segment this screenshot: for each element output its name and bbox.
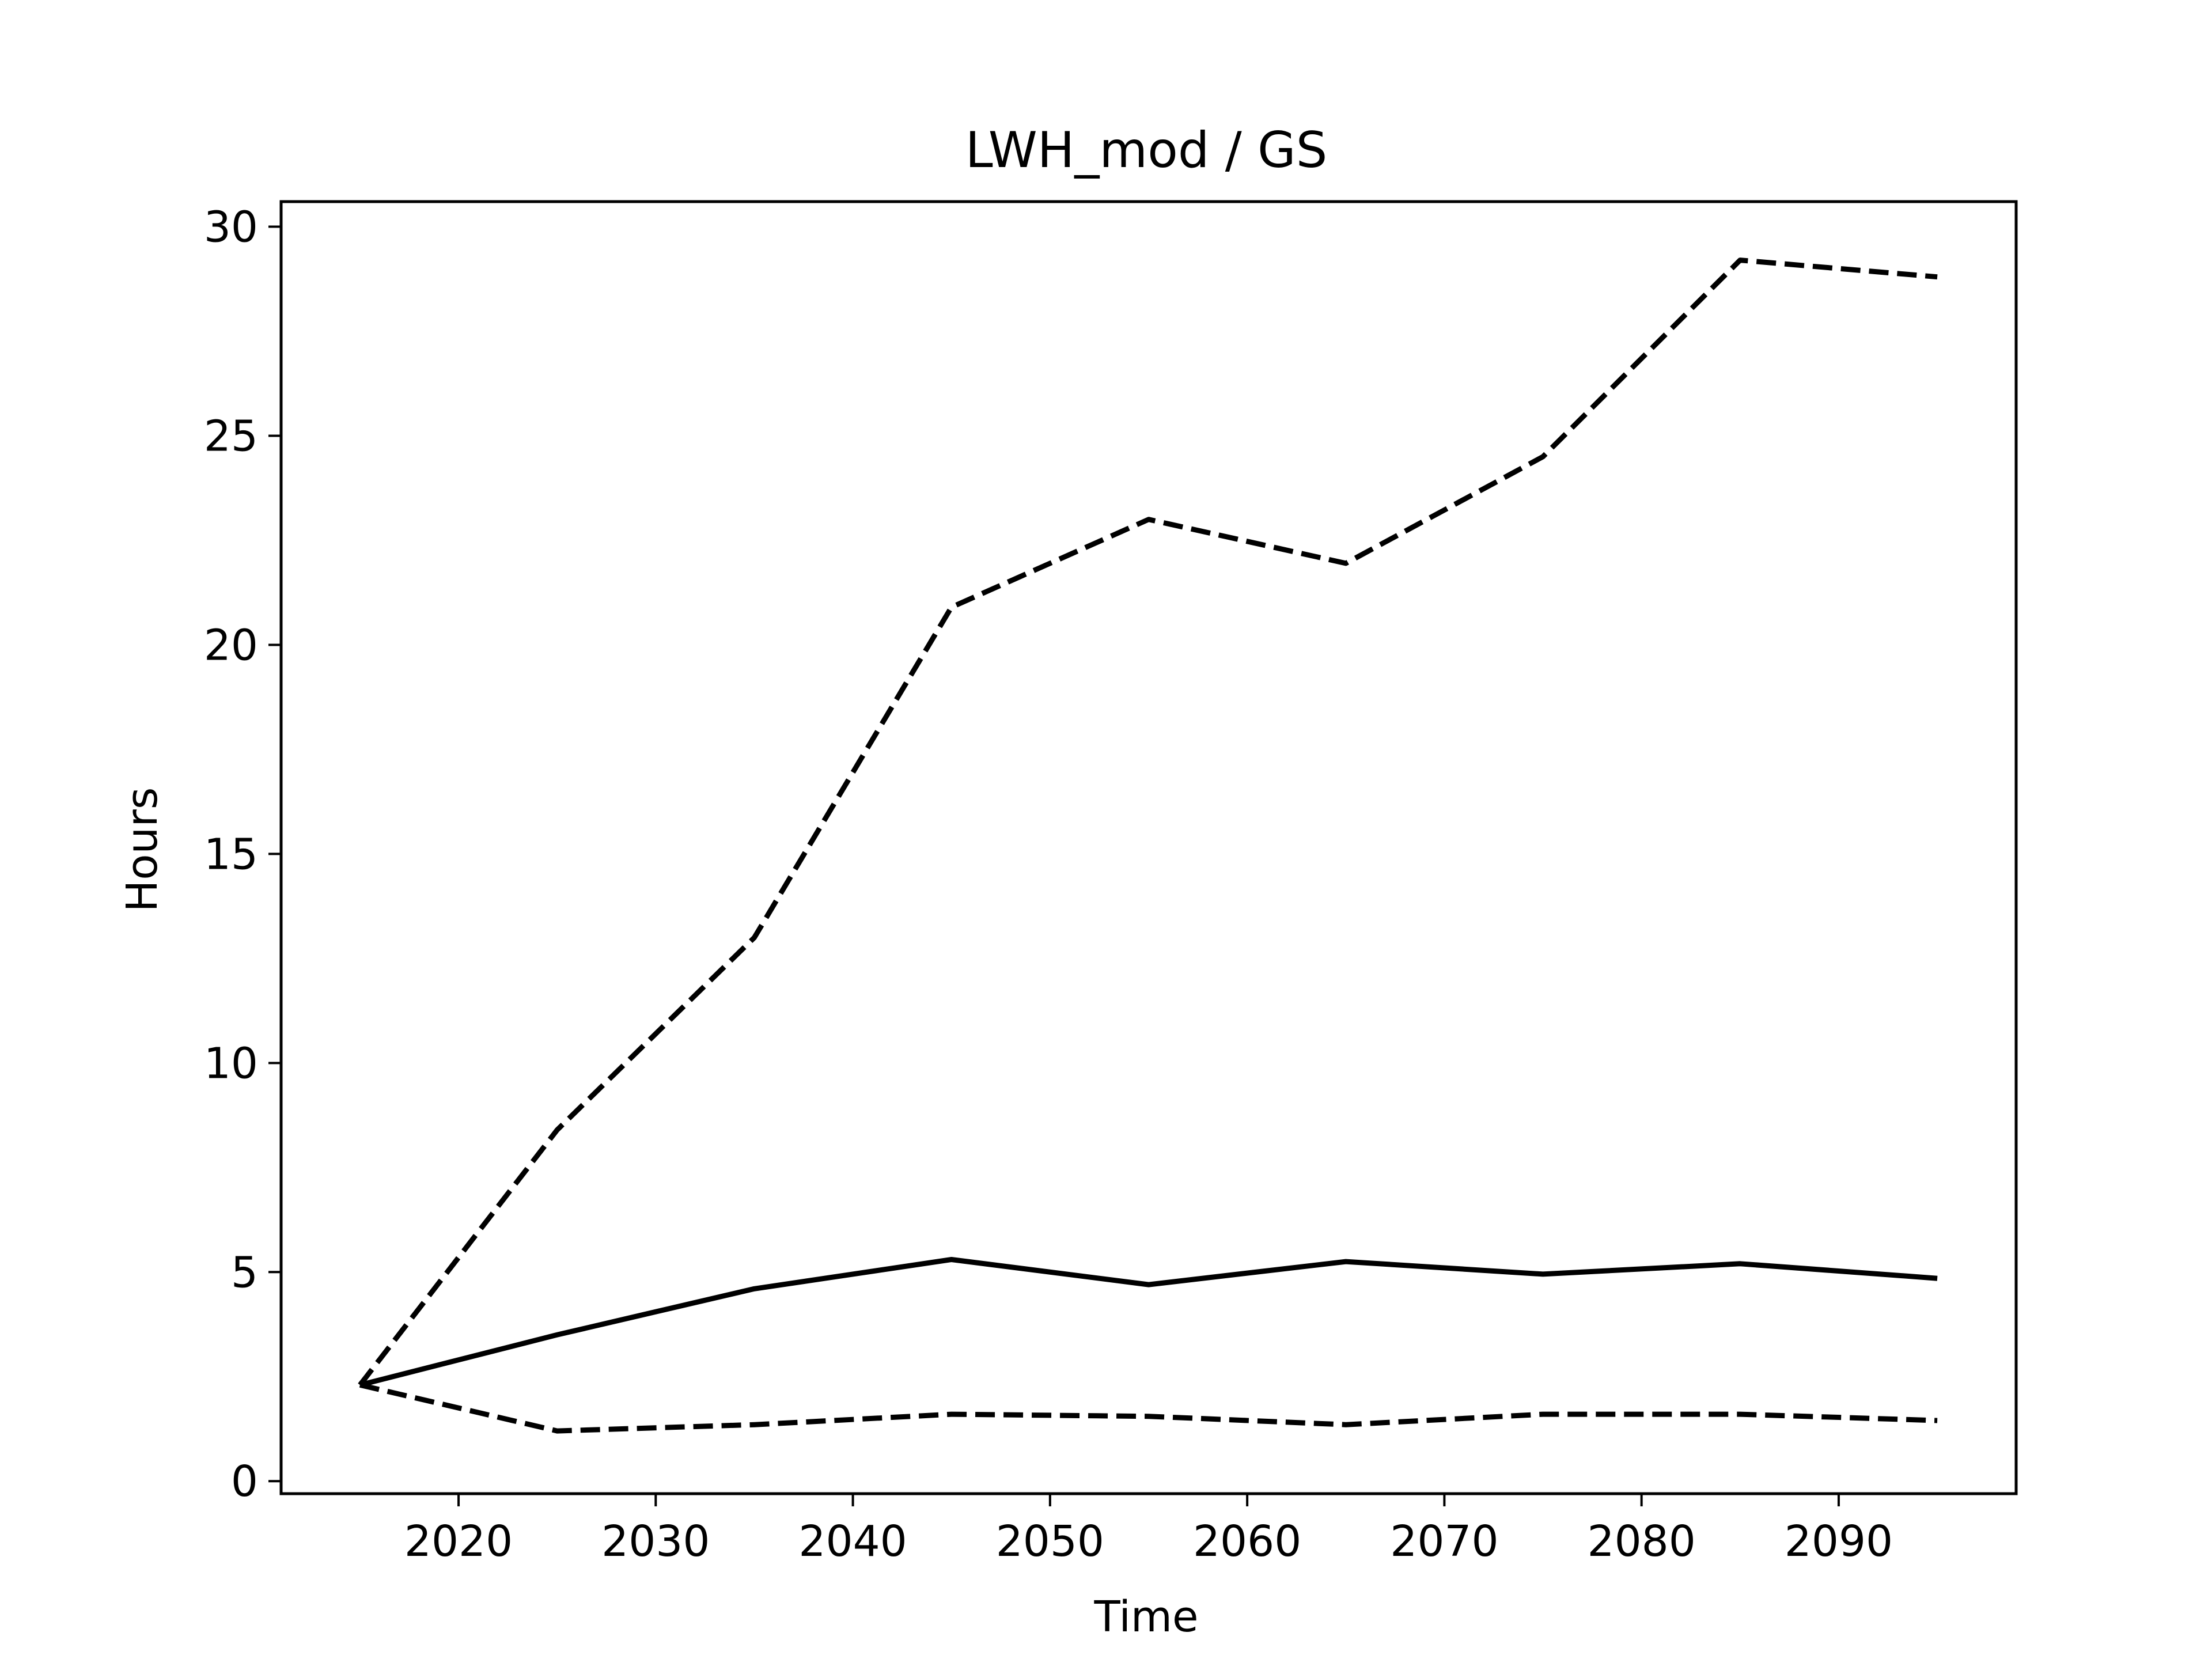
y-tick-label: 20	[204, 620, 258, 670]
x-tick-label: 2080	[1588, 1517, 1696, 1566]
dashed-series-line-1	[358, 257, 1938, 1387]
x-axis: 2020 2030 2040 2050 2060 2070 2080 2090	[404, 1494, 1893, 1566]
y-tick-label: 0	[231, 1457, 258, 1506]
y-axis-label: Hours	[118, 787, 167, 912]
x-axis-label: Time	[1093, 1592, 1198, 1642]
y-tick-label: 10	[204, 1039, 258, 1088]
x-tick-label: 2040	[798, 1517, 907, 1566]
solid-series-line-0	[359, 1257, 1938, 1388]
y-tick-label: 5	[231, 1248, 258, 1297]
y-tick-label: 25	[204, 411, 258, 461]
y-tick-label: 15	[204, 830, 258, 879]
plot-frame	[279, 200, 2018, 1495]
x-tick-label: 2070	[1390, 1517, 1498, 1566]
y-tick-label: 30	[204, 203, 258, 252]
series-layer	[358, 257, 1938, 1434]
x-tick-label: 2020	[404, 1517, 513, 1566]
chart-title: LWH_mod / GS	[965, 122, 1328, 179]
x-tick-label: 2050	[996, 1517, 1104, 1566]
x-tick-label: 2060	[1193, 1517, 1301, 1566]
y-axis: 0 5 10 15 20 25 30	[204, 203, 281, 1506]
dashed-series-line-2	[359, 1382, 1938, 1434]
x-tick-label: 2030	[601, 1517, 710, 1566]
x-tick-label: 2090	[1785, 1517, 1893, 1566]
